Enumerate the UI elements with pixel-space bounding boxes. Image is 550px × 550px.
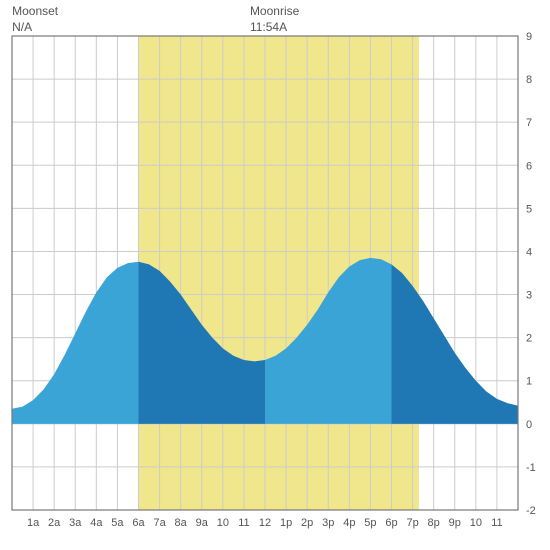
x-tick-label: 3p <box>322 517 334 529</box>
x-tick-label: 10 <box>470 517 482 529</box>
x-tick-label: 4a <box>90 517 103 529</box>
x-tick-label: 2a <box>48 517 61 529</box>
y-tick-label: 1 <box>526 376 532 388</box>
x-tick-label: 12 <box>259 517 271 529</box>
y-tick-label: 0 <box>526 419 532 431</box>
y-tick-label: 5 <box>526 203 532 215</box>
x-tick-label: 5a <box>111 517 124 529</box>
y-tick-label: 6 <box>526 160 532 172</box>
y-tick-label: 8 <box>526 74 532 86</box>
x-tick-label: 11 <box>491 517 502 529</box>
y-tick-label: 9 <box>526 31 532 43</box>
x-tick-label: 11 <box>238 517 249 529</box>
x-tick-label: 1p <box>280 517 292 529</box>
x-tick-label: 4p <box>343 517 355 529</box>
x-tick-label: 5p <box>364 517 376 529</box>
y-tick-label: 3 <box>526 290 532 302</box>
x-tick-label: 9a <box>196 517 209 529</box>
x-tick-label: 7a <box>153 517 166 529</box>
x-tick-label: 7p <box>406 517 418 529</box>
x-tick-label: 8a <box>175 517 188 529</box>
y-tick-label: -1 <box>526 462 536 474</box>
y-tick-label: 7 <box>526 117 532 129</box>
chart-svg: 1a2a3a4a5a6a7a8a9a1011121p2p3p4p5p6p7p8p… <box>0 0 550 550</box>
x-tick-label: 1a <box>27 517 40 529</box>
x-tick-label: 6a <box>132 517 145 529</box>
tide-chart: Moonset N/A Moonrise 11:54A 1a2a3a4a5a6a… <box>0 0 550 550</box>
x-tick-label: 8p <box>428 517 440 529</box>
x-tick-label: 2p <box>301 517 313 529</box>
y-tick-label: 4 <box>526 246 532 258</box>
x-tick-label: 9p <box>449 517 461 529</box>
x-tick-label: 10 <box>217 517 229 529</box>
x-tick-label: 6p <box>385 517 397 529</box>
y-tick-label: 2 <box>526 333 532 345</box>
y-tick-label: -2 <box>526 505 536 517</box>
x-tick-label: 3a <box>69 517 82 529</box>
